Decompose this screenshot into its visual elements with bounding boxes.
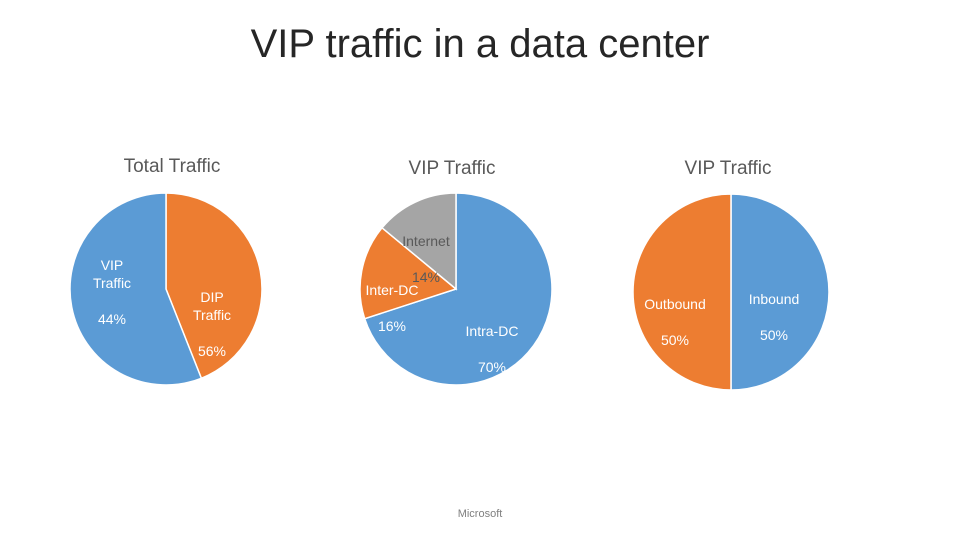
- slice-percent: 50%: [759, 327, 789, 343]
- slide-title: VIP traffic in a data center: [250, 22, 710, 66]
- chart-1-title: Total Traffic: [123, 156, 221, 177]
- slice-name: DIP Traffic: [192, 289, 232, 323]
- chart-3-slice-inbound: [730, 193, 830, 391]
- footer-company-name: Microsoft: [457, 508, 503, 520]
- chart-2-slice-label-internet: Internet 14%: [388, 214, 464, 286]
- slice-name: Outbound: [644, 296, 706, 312]
- slice-name: Intra-DC: [465, 323, 519, 339]
- chart-3-title: VIP Traffic: [684, 158, 772, 179]
- chart-1-slice-label-dip: DIP Traffic 56%: [180, 270, 244, 360]
- chart-2-slice-intra-dc: [363, 192, 553, 386]
- chart-1-slice-vip-traffic: [165, 192, 263, 380]
- chart-2-slice-label-intra-dc: Intra-DC 70%: [450, 304, 534, 376]
- chart-2-slice-label-inter-dc: Inter-DC 16%: [352, 263, 432, 335]
- chart-1-slice-dip-traffic: [69, 192, 203, 386]
- chart-3-slice-label-inbound: Inbound 50%: [736, 272, 812, 344]
- chart-3-slice-label-outbound: Outbound 50%: [632, 277, 718, 349]
- slice-percent: 50%: [660, 332, 690, 348]
- chart-2-slice-internet: [380, 192, 457, 291]
- slice-percent: 70%: [477, 359, 507, 375]
- slice-name: VIP Traffic: [92, 257, 132, 291]
- slice-name: Inbound: [748, 291, 800, 307]
- slice-name: Inter-DC: [365, 282, 419, 298]
- slice-name: Internet: [402, 233, 450, 249]
- slice-percent: 44%: [97, 311, 127, 327]
- slice-percent: 56%: [197, 343, 227, 359]
- chart-3-slice-outbound: [632, 193, 732, 391]
- slice-percent: 16%: [377, 318, 407, 334]
- chart-2-slice-inter-dc: [359, 226, 458, 320]
- chart-1-slice-label-vip: VIP Traffic 44%: [80, 238, 144, 328]
- chart-2-title: VIP Traffic: [408, 158, 496, 179]
- slice-percent: 14%: [411, 269, 441, 285]
